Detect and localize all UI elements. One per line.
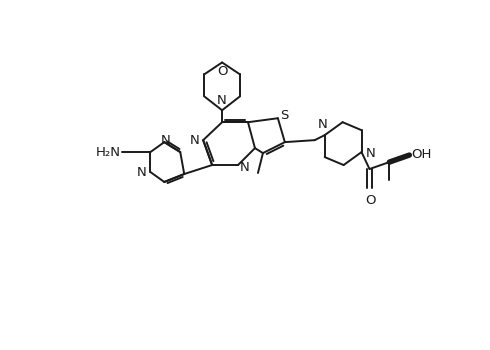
Text: N: N (137, 166, 147, 178)
Text: O: O (365, 194, 376, 207)
Text: N: N (366, 147, 375, 160)
Text: S: S (280, 109, 288, 122)
Text: N: N (190, 134, 199, 147)
Text: H₂N: H₂N (96, 146, 121, 159)
Text: N: N (217, 94, 227, 107)
Text: OH: OH (411, 148, 432, 161)
Text: N: N (160, 134, 170, 147)
Text: N: N (318, 118, 328, 131)
Text: N: N (240, 161, 250, 174)
Text: O: O (217, 65, 227, 78)
